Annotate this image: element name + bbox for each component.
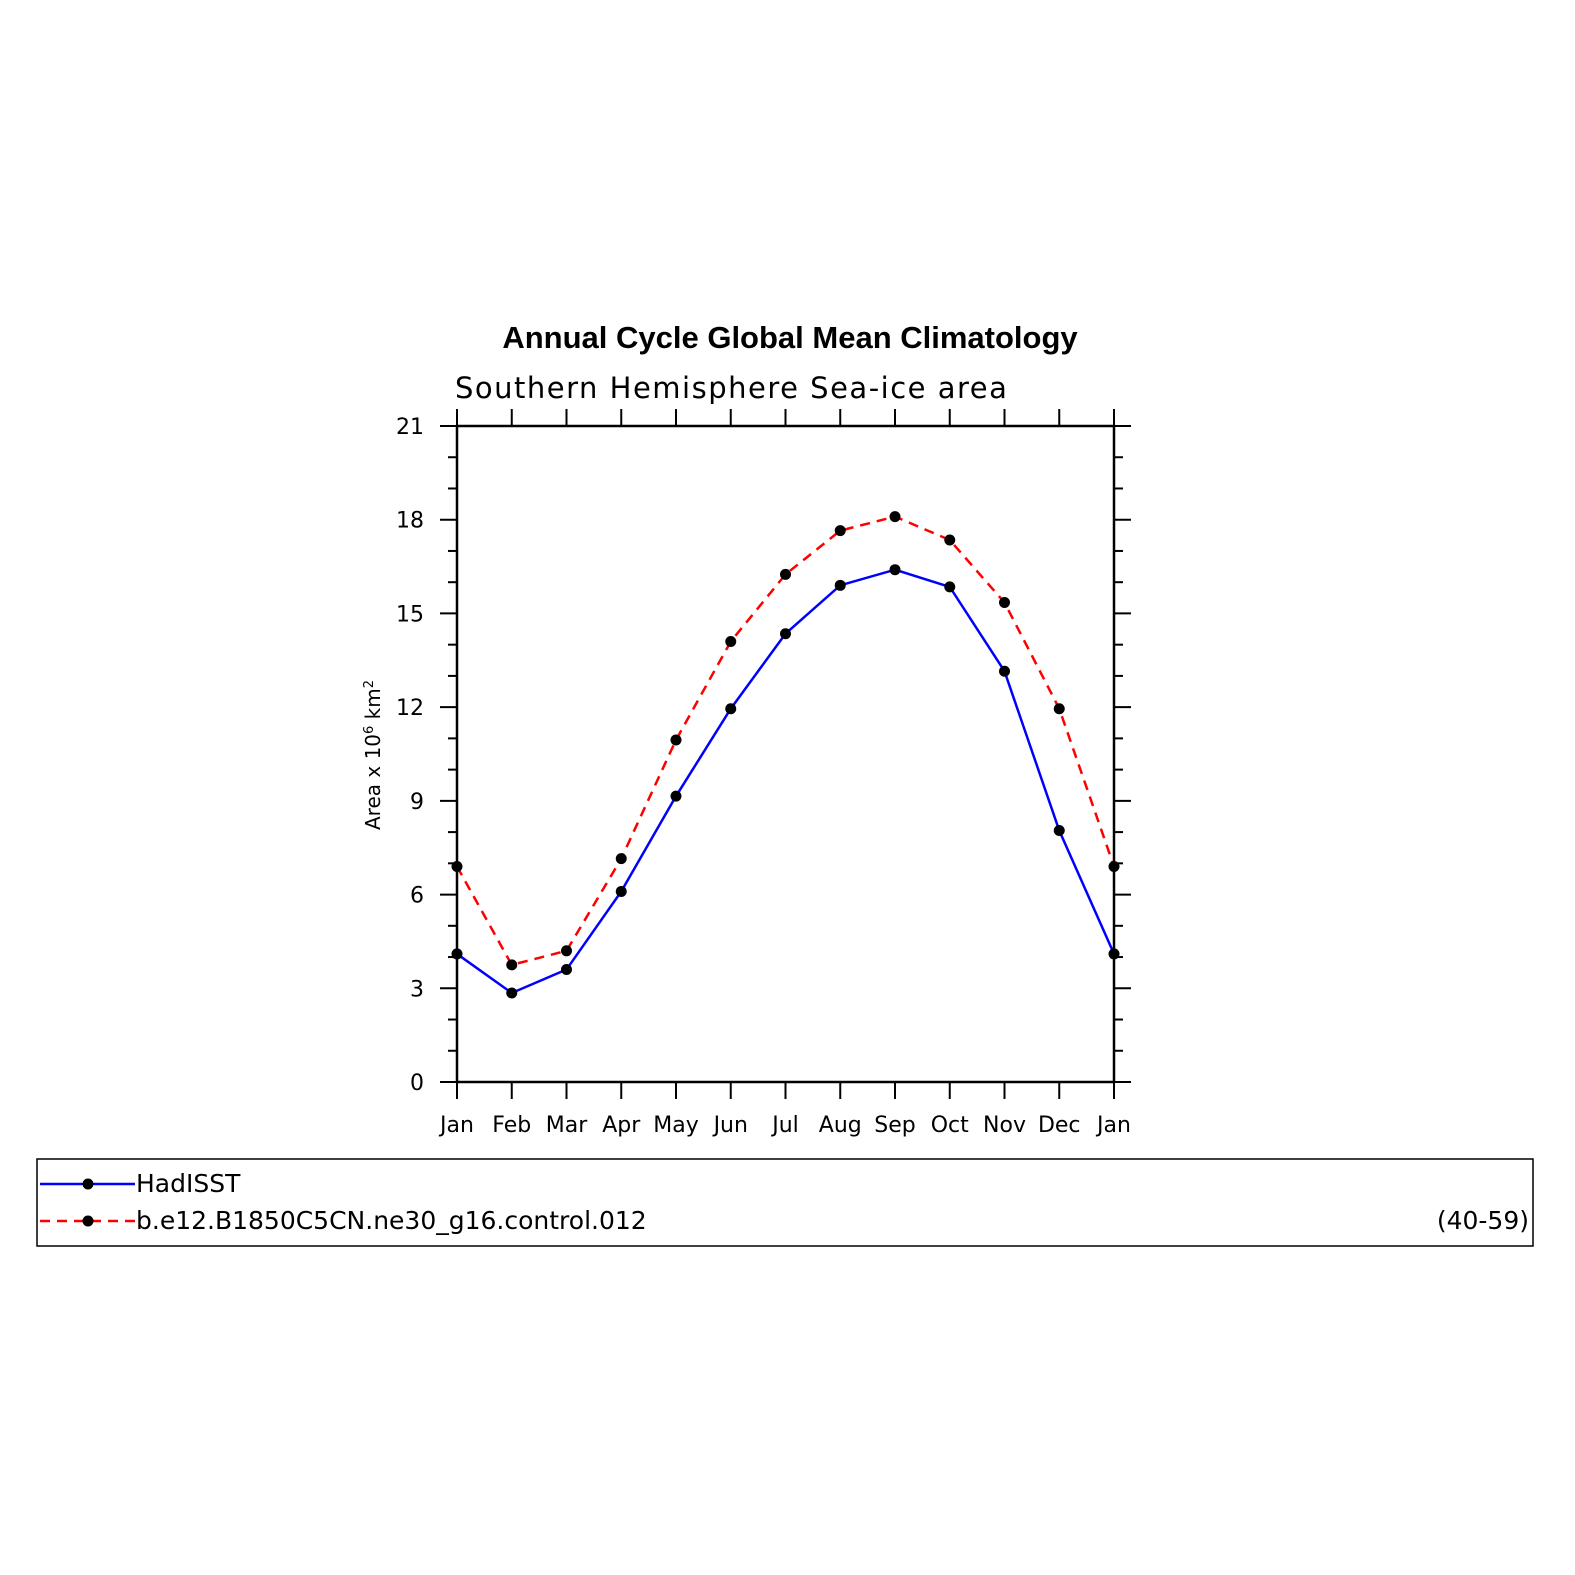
series-0-point — [451, 948, 463, 960]
legend-item-hadisst: HadISST — [40, 1169, 241, 1198]
series-1-point — [561, 945, 572, 957]
series-1-point — [1053, 703, 1065, 715]
x-tick-label: Mar — [546, 1113, 588, 1138]
x-tick-label: Feb — [492, 1113, 531, 1138]
x-axis: Jan Feb Mar Apr May Jun Jul Aug Sep Oct Nov Dec Jan — [438, 409, 1131, 1138]
y-tick-label: 21 — [396, 415, 424, 440]
x-tick-label: Jun — [712, 1113, 748, 1138]
x-tick-label: May — [653, 1113, 698, 1138]
legend-box — [36, 1158, 1534, 1247]
x-tick-label: Dec — [1038, 1113, 1081, 1138]
legend-label-model: b.e12.B1850C5CN.ne30_g16.control.012 — [136, 1206, 647, 1235]
legend: HadISST b.e12.B1850C5CN.ne30_g16.control… — [36, 1158, 1534, 1247]
y-tick-label: 9 — [410, 790, 424, 815]
y-tick-label: 3 — [410, 977, 424, 1002]
series-1-point — [999, 596, 1010, 608]
series-0-point — [889, 564, 901, 576]
series-0-point — [834, 579, 846, 591]
x-tick-label: Aug — [819, 1113, 862, 1138]
y-tick-label: 15 — [396, 602, 424, 627]
series-0-point — [944, 581, 956, 593]
series-1-point — [506, 959, 518, 971]
legend-note-years: (40-59) — [1437, 1206, 1529, 1235]
series-1-point — [725, 636, 737, 648]
series-0-point — [670, 790, 682, 802]
series-1-point — [780, 568, 791, 580]
x-tick-label: Sep — [874, 1113, 915, 1138]
series-layer — [451, 511, 1120, 999]
x-tick-label: Apr — [602, 1113, 641, 1138]
series-1-point — [1108, 860, 1120, 872]
series-0-point — [561, 964, 572, 976]
y-axis-label-part-2: km — [361, 688, 385, 725]
series-1-point — [451, 860, 463, 872]
x-tick-label: Jan — [1095, 1113, 1131, 1138]
series-0-point — [506, 987, 518, 999]
x-tick-label: Oct — [931, 1113, 969, 1138]
y-axis-label-exponent-2: 2 — [362, 680, 377, 688]
y-axis-label-part-1: Area x 10 — [361, 734, 385, 830]
y-axis-label-exponent-1: 6 — [362, 726, 377, 734]
x-tick-label: Jan — [438, 1113, 474, 1138]
x-tick-label: Jul — [770, 1113, 799, 1138]
y-tick-label: 6 — [410, 884, 424, 909]
y-tick-label: 12 — [396, 696, 424, 721]
series-1-point — [834, 525, 846, 537]
plot-area: 0 3 6 9 12 15 18 21 Jan Feb Mar Apr May Jun Jul Aug Sep… — [396, 409, 1131, 1138]
legend-marker-model — [82, 1215, 94, 1227]
series-0-point — [725, 703, 737, 715]
series-0-point — [1108, 948, 1120, 960]
legend-marker-hadisst — [82, 1178, 94, 1190]
x-tick-label: Nov — [983, 1113, 1026, 1138]
chart-title: Annual Cycle Global Mean Climatology — [502, 320, 1078, 355]
series-1-point — [889, 511, 901, 523]
y-tick-label: 0 — [410, 1071, 424, 1096]
series-0-point — [780, 628, 791, 640]
legend-label-hadisst: HadISST — [136, 1169, 241, 1198]
y-axis: 0 3 6 9 12 15 18 21 — [396, 415, 1131, 1096]
series-0-point — [1053, 825, 1065, 837]
plot-frame — [455, 424, 1116, 1084]
series-1-point — [670, 734, 682, 746]
y-tick-label: 18 — [396, 509, 424, 534]
series-1-point — [944, 534, 956, 546]
chart-subtitle: Southern Hemisphere Sea-ice area — [455, 371, 1008, 405]
series-0-point — [999, 665, 1010, 677]
series-0-point — [615, 885, 627, 897]
series-1-point — [615, 853, 627, 865]
y-axis-label: Area x 106 km2 — [361, 680, 385, 830]
series-line-1 — [455, 515, 1116, 967]
legend-item-model: b.e12.B1850C5CN.ne30_g16.control.012 (40… — [40, 1206, 1529, 1235]
